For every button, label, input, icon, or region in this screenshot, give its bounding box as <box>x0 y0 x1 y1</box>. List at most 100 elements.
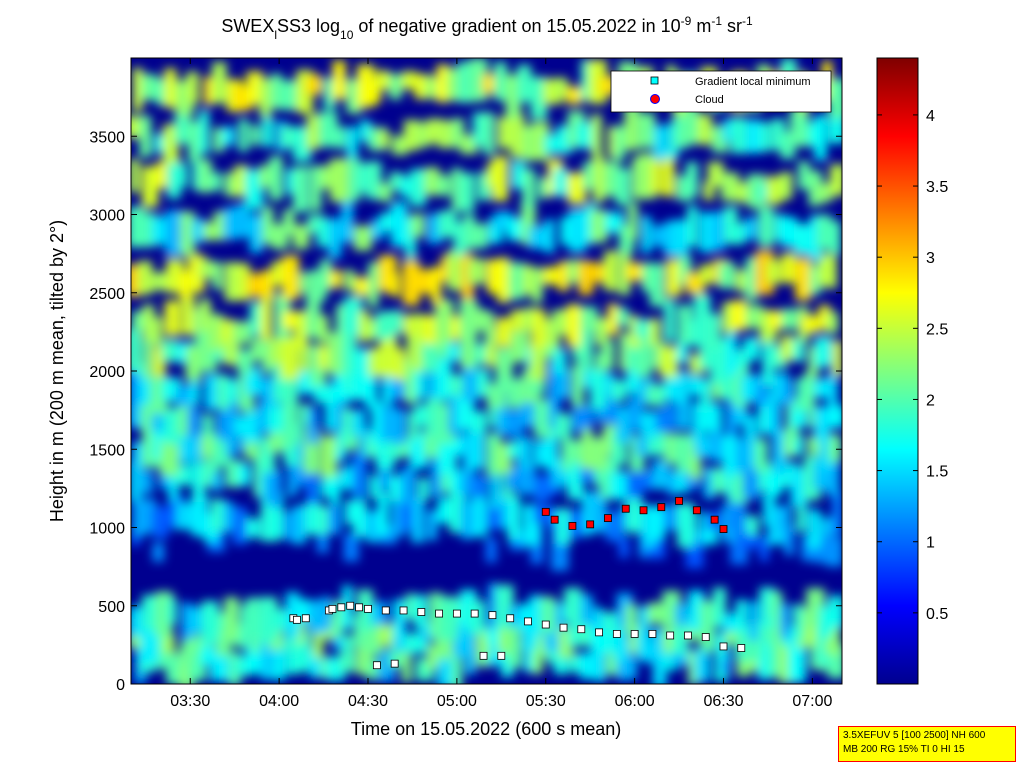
heatmap-cell <box>271 608 290 632</box>
heatmap-cell <box>238 464 251 486</box>
heatmap-cell <box>232 506 248 545</box>
heatmap-cell <box>604 161 620 197</box>
heatmap-cell <box>358 310 370 342</box>
heatmap-cell <box>404 634 415 655</box>
heatmap-cell <box>686 161 699 196</box>
heatmap-cell <box>552 77 568 99</box>
heatmap-cell <box>553 349 567 373</box>
heatmap-cell <box>139 364 152 405</box>
heatmap-cell <box>260 649 273 680</box>
colorbar-tick-label: 2 <box>926 392 935 409</box>
heatmap-cell <box>208 314 224 351</box>
heatmap-cell <box>177 163 188 188</box>
heatmap-cell <box>237 263 251 301</box>
heatmap-cell <box>187 407 201 438</box>
heatmap-cell <box>579 329 593 371</box>
heatmap-cell <box>766 474 783 497</box>
heatmap-cell <box>199 299 211 332</box>
heatmap-cell <box>528 226 546 249</box>
heatmap-cell <box>507 378 523 409</box>
heatmap-cell <box>203 222 215 241</box>
heatmap-cell <box>789 108 809 147</box>
heatmap-cell <box>483 112 495 155</box>
heatmap-cell <box>131 264 141 297</box>
heatmap-cell <box>461 500 473 540</box>
heatmap-cell <box>489 463 501 509</box>
heatmap-cell <box>745 257 758 301</box>
heatmap-cell <box>204 373 220 410</box>
heatmap-cell <box>667 471 678 496</box>
heatmap-cell <box>142 304 155 341</box>
heatmap-cell <box>581 492 593 536</box>
heatmap-cell <box>687 205 698 247</box>
heatmap-cell <box>186 607 203 634</box>
heatmap-cell <box>438 210 457 238</box>
heatmap-cell <box>664 298 675 342</box>
heatmap-cell <box>647 602 664 625</box>
heatmap-cell <box>729 222 746 245</box>
heatmap-cell <box>132 498 149 536</box>
heatmap-cell <box>305 502 323 535</box>
heatmap-cell <box>796 492 807 532</box>
heatmap-field <box>131 58 842 684</box>
heatmap-cell <box>816 182 833 203</box>
heatmap-cell <box>189 364 200 405</box>
heatmap-cell <box>181 295 195 336</box>
heatmap-cell <box>496 347 514 378</box>
heatmap-cell <box>345 500 356 525</box>
heatmap-cell <box>418 477 429 501</box>
heatmap-cell <box>325 387 335 431</box>
heatmap-cell <box>697 114 712 145</box>
gradient-minimum-marker <box>435 609 444 618</box>
heatmap-cell <box>175 502 194 530</box>
heatmap-cell <box>359 428 370 456</box>
cloud-marker <box>586 520 595 529</box>
heatmap-cell <box>142 166 159 208</box>
heatmap-cell <box>380 212 394 232</box>
heatmap-cell <box>200 643 214 666</box>
heatmap-cell <box>530 76 548 120</box>
heatmap-cell <box>370 603 381 625</box>
heatmap-cell <box>616 406 632 443</box>
heatmap-cell <box>741 530 759 549</box>
heatmap-cell <box>165 210 184 257</box>
gradient-minimum-marker <box>559 623 568 632</box>
heatmap-cell <box>591 490 607 533</box>
heatmap-cell <box>818 606 832 638</box>
heatmap-cell <box>282 255 300 300</box>
heatmap-cell <box>507 496 521 540</box>
heatmap-cell <box>485 326 496 367</box>
heatmap-cell <box>131 393 142 429</box>
heatmap-cell <box>607 393 619 425</box>
heatmap-cell <box>722 613 738 632</box>
heatmap-cell <box>625 604 637 633</box>
cloud-marker <box>621 504 630 513</box>
heatmap-cell <box>440 255 452 282</box>
heatmap-cell <box>342 330 357 375</box>
heatmap-cell <box>482 73 498 94</box>
heatmap-cell <box>827 258 837 289</box>
heatmap-cell <box>319 259 332 291</box>
heatmap-cell <box>267 404 285 433</box>
heatmap-cell <box>517 64 532 103</box>
info-line-2: MB 200 RG 15% TI 0 HI 15 <box>843 744 965 755</box>
heatmap-cell <box>268 470 282 508</box>
heatmap-cell <box>603 250 618 291</box>
heatmap-cell <box>699 212 714 253</box>
heatmap-cell <box>576 121 596 149</box>
heatmap-cell <box>788 644 807 683</box>
heatmap-cell <box>518 437 532 469</box>
heatmap-cell <box>578 261 594 296</box>
y-axis: 0 500 1000 1500 2000 2500 3000 3500 <box>89 129 842 694</box>
heatmap-cell <box>435 299 454 343</box>
heatmap-cell <box>281 80 298 111</box>
gradient-minimum-marker <box>719 642 728 651</box>
heatmap-cell <box>471 308 486 331</box>
heatmap-cell <box>688 650 700 684</box>
heatmap-cell <box>779 505 791 531</box>
colorbar-tick-label: 0.5 <box>926 606 948 623</box>
heatmap-cell <box>352 409 366 437</box>
cloud-marker <box>639 506 648 515</box>
heatmap-cell <box>142 334 153 379</box>
heatmap-cell <box>400 467 416 505</box>
